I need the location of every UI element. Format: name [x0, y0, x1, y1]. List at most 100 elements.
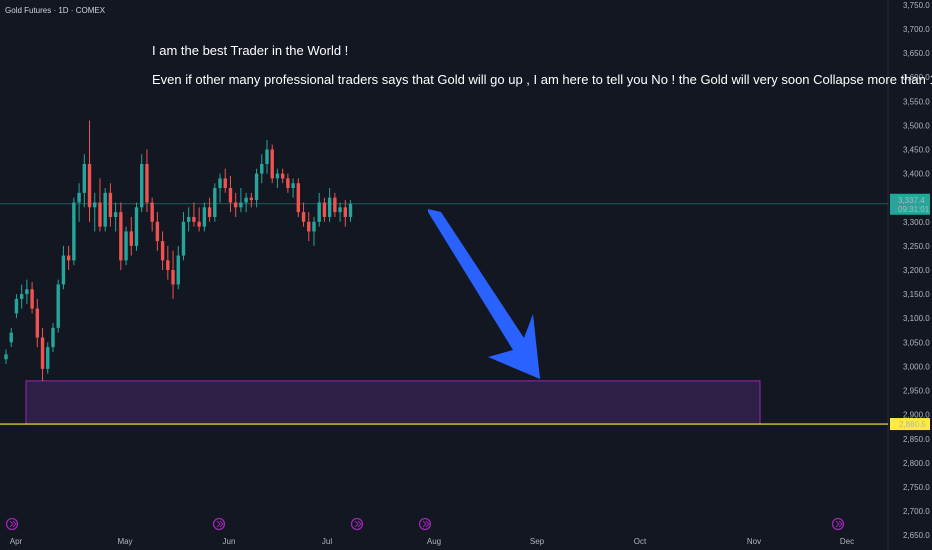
candle [207, 197, 212, 222]
candle-body [124, 231, 128, 261]
price-tick-label: 2,950.0 [903, 387, 930, 396]
candle-body [145, 163, 149, 203]
price-axis[interactable]: 3,750.0 3,700.0 3,650.0 3,600.0 3,550.0 3,500… [903, 1, 930, 540]
candle-body [275, 173, 280, 179]
candle [213, 183, 217, 222]
dividend-event-icon[interactable] [831, 517, 845, 531]
candle-body [61, 255, 66, 285]
annotation-line-2[interactable]: Even if other many professional traders … [152, 72, 932, 87]
candle [77, 183, 81, 222]
candle [317, 192, 321, 227]
candle-body [51, 327, 55, 348]
candle [338, 202, 342, 222]
candle [4, 349, 8, 365]
month-label: Aug [427, 537, 441, 546]
candle [312, 216, 316, 246]
candle-body [108, 192, 113, 217]
candle-body [244, 197, 248, 203]
month-label: May [117, 537, 132, 546]
candle-body [19, 294, 24, 299]
candle [113, 202, 118, 232]
price-tick-label: 3,300.0 [903, 218, 930, 227]
price-tick-label: 3,550.0 [903, 97, 930, 106]
candle-body [301, 212, 306, 222]
candle-body [197, 221, 201, 227]
candle-body [14, 298, 19, 314]
candle [333, 192, 337, 217]
price-tick-label: 3,250.0 [903, 242, 930, 251]
candle-body [66, 255, 71, 261]
candle-body [93, 202, 97, 208]
candle-body [77, 192, 81, 203]
candle [239, 188, 243, 213]
down-arrow-drawing[interactable] [428, 209, 540, 379]
month-label: Apr [10, 537, 23, 546]
time-axis[interactable]: Apr May Jun Jul Aug Sep Oct Nov Dec [10, 537, 854, 546]
candle-body [296, 183, 301, 213]
dividend-event-icon[interactable] [418, 517, 432, 531]
target-price-value: 2,880.5 [899, 420, 926, 429]
candle-body [307, 221, 311, 232]
candle [134, 202, 139, 251]
candle [322, 197, 327, 222]
price-tick-label: 3,750.0 [903, 1, 930, 10]
candle-body [327, 197, 332, 217]
candle-body [260, 163, 264, 174]
annotation-line-1[interactable]: I am the best Trader in the World ! [152, 43, 348, 58]
price-tick-label: 3,200.0 [903, 266, 930, 275]
current-price-label-bg [890, 193, 930, 215]
candle-body [35, 308, 40, 338]
candle-body [249, 197, 254, 201]
candle [265, 139, 269, 174]
candle-body [239, 202, 243, 208]
candle-body [280, 173, 285, 179]
candle [87, 120, 92, 222]
candle [260, 154, 264, 184]
price-tick-label: 2,700.0 [903, 507, 930, 516]
dividend-event-icon[interactable] [212, 517, 226, 531]
candle-body [322, 202, 327, 217]
candle-body [9, 332, 13, 343]
candle [166, 245, 170, 280]
countdown-timer: 09:31:01 [898, 205, 930, 214]
event-icons [5, 517, 845, 531]
candle-body [286, 178, 290, 189]
candle-body [56, 284, 60, 328]
candle-body [129, 231, 133, 246]
price-tick-label: 3,700.0 [903, 25, 930, 34]
price-tick-label: 2,900.0 [903, 411, 930, 420]
candle-body [338, 207, 342, 213]
candle-body [98, 202, 102, 227]
candle-body [82, 163, 86, 193]
candle-body [46, 347, 50, 369]
current-price-value: 3,337.4 [898, 196, 925, 205]
candle [286, 173, 290, 193]
candle [140, 154, 144, 213]
price-tick-label: 3,000.0 [903, 362, 930, 371]
candle [223, 168, 227, 193]
candle-body [233, 202, 238, 208]
candle-body [140, 163, 144, 208]
candle-body [181, 221, 186, 256]
price-tick-label: 2,750.0 [903, 483, 930, 492]
candle-body [218, 178, 222, 189]
price-tick-label: 3,500.0 [903, 121, 930, 130]
target-zone[interactable] [25, 380, 761, 425]
candle-body [4, 354, 8, 360]
target-price-label-bg [890, 418, 930, 431]
dividend-event-icon[interactable] [5, 517, 19, 531]
candle [228, 175, 233, 213]
price-tick-label: 3,600.0 [903, 73, 930, 82]
candle [291, 178, 295, 198]
earnings-event-icon[interactable] [350, 517, 364, 531]
candle-body [171, 270, 175, 285]
candle [61, 245, 66, 290]
candle [348, 200, 353, 222]
candle [145, 149, 149, 213]
candle [93, 192, 97, 232]
candle [171, 250, 175, 299]
candle-body [155, 221, 160, 242]
candle-body [134, 207, 139, 246]
